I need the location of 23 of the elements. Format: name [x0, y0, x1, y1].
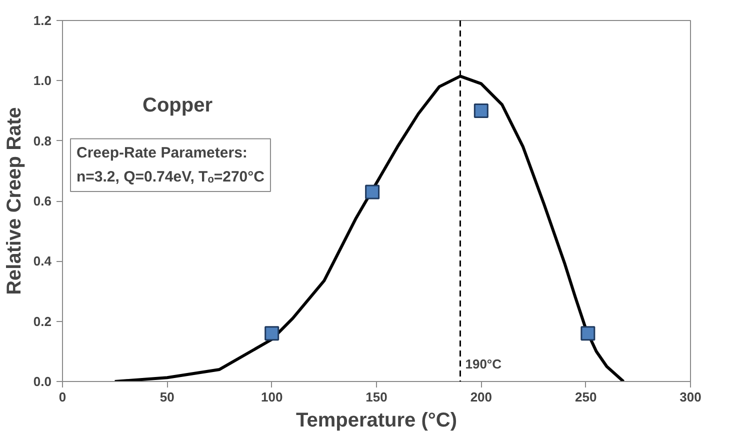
annotation: Creep-Rate Parameters: n=3.2, Q=0.74eV, Tₒ=270°C: [76, 144, 265, 186]
y-tick-label: 1.0: [33, 73, 52, 88]
y-tick-label: 0.2: [33, 314, 52, 329]
x-tick-label: 0: [58, 390, 66, 404]
y-tick-label: 0.4: [33, 254, 52, 269]
x-tick-label: 150: [366, 390, 388, 404]
ref-line-label: 190°C: [465, 356, 502, 372]
point: [580, 326, 596, 341]
text: Copper: [142, 94, 213, 116]
x-tick-label: 200: [470, 390, 492, 404]
point: [264, 326, 280, 341]
point: [474, 104, 488, 118]
x-tick-label: 300: [680, 390, 702, 404]
x-tick-label: 100: [260, 390, 283, 404]
y-axis-title: Relative Creep Rate: [3, 107, 26, 295]
x-tick-label: 50: [160, 390, 174, 404]
y-tick-label: 1.2: [33, 13, 52, 28]
y-tick-label: 0.6: [33, 194, 52, 208]
y-tick-label: 0.0: [33, 374, 52, 389]
x-tick-label: 250: [574, 390, 597, 404]
point: [365, 184, 380, 200]
y-tick-label: 0.8: [33, 133, 52, 148]
x-axis-title: Temperature (°C): [296, 410, 458, 432]
